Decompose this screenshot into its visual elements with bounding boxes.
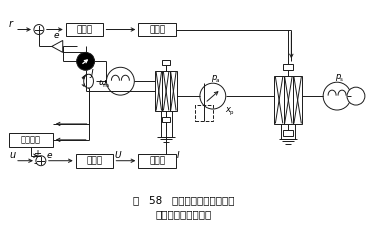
Bar bbox=[138, 154, 176, 168]
Text: e: e bbox=[54, 31, 59, 41]
Bar bbox=[76, 154, 113, 168]
Text: 放大器: 放大器 bbox=[149, 156, 165, 165]
Text: -: - bbox=[34, 158, 38, 168]
Bar bbox=[162, 71, 170, 111]
Circle shape bbox=[36, 156, 46, 166]
Bar bbox=[155, 71, 162, 111]
Bar bbox=[138, 23, 176, 36]
Text: a: a bbox=[216, 78, 219, 83]
Bar bbox=[283, 130, 293, 136]
Text: p: p bbox=[211, 73, 216, 82]
Circle shape bbox=[200, 83, 226, 109]
Bar bbox=[284, 76, 293, 124]
Circle shape bbox=[34, 25, 44, 35]
Text: r: r bbox=[9, 19, 13, 29]
Text: 控制器: 控制器 bbox=[86, 156, 103, 165]
Bar bbox=[9, 133, 53, 147]
Text: 速度调节系统（二）: 速度调节系统（二） bbox=[156, 209, 212, 219]
Text: s: s bbox=[340, 77, 343, 82]
Text: m: m bbox=[103, 83, 109, 88]
Bar bbox=[162, 117, 170, 122]
Text: 图   58   阀泵串联控制液压马达: 图 58 阀泵串联控制液压马达 bbox=[133, 196, 235, 205]
Text: J: J bbox=[91, 69, 93, 78]
Text: 控制器: 控制器 bbox=[77, 25, 93, 34]
Text: p: p bbox=[335, 72, 340, 81]
Text: u: u bbox=[9, 150, 15, 160]
Circle shape bbox=[323, 82, 351, 110]
Text: U: U bbox=[114, 151, 121, 160]
Text: 测速装置: 测速装置 bbox=[21, 135, 41, 144]
Circle shape bbox=[347, 87, 365, 105]
Circle shape bbox=[106, 67, 134, 95]
Bar bbox=[170, 71, 177, 111]
Bar bbox=[162, 60, 170, 65]
Bar bbox=[293, 76, 302, 124]
Text: I: I bbox=[177, 151, 180, 160]
Circle shape bbox=[77, 52, 95, 70]
Text: x: x bbox=[225, 105, 230, 114]
Bar bbox=[283, 64, 293, 70]
Text: e: e bbox=[47, 151, 52, 160]
Bar bbox=[66, 23, 103, 36]
Text: +: + bbox=[33, 149, 41, 159]
Bar bbox=[195, 105, 213, 121]
Text: p: p bbox=[230, 110, 233, 115]
Text: ω: ω bbox=[99, 78, 106, 87]
Text: 放大器: 放大器 bbox=[149, 25, 165, 34]
Bar bbox=[275, 76, 284, 124]
